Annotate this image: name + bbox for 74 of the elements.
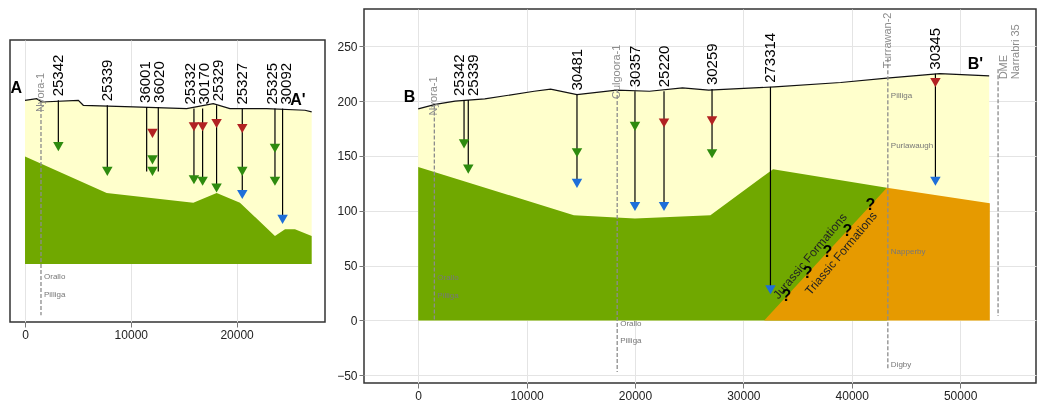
text: DME Narrabri 35 bbox=[997, 24, 1022, 80]
point bbox=[269, 143, 281, 153]
y-tick-label: −50 bbox=[337, 368, 358, 383]
point bbox=[102, 166, 113, 176]
point bbox=[237, 190, 248, 200]
point bbox=[629, 121, 641, 131]
text: Culgoora-1 bbox=[610, 44, 623, 100]
point bbox=[706, 116, 718, 126]
text: 25327 bbox=[233, 62, 251, 105]
point bbox=[211, 118, 222, 129]
text: 30481 bbox=[567, 48, 585, 91]
annotation: B' bbox=[967, 54, 984, 72]
annotation: Digby bbox=[890, 360, 912, 370]
annotation: B bbox=[403, 87, 416, 105]
point bbox=[571, 148, 583, 158]
point bbox=[211, 183, 222, 193]
point bbox=[147, 155, 158, 165]
text: 273314 bbox=[761, 32, 779, 83]
point bbox=[197, 122, 208, 132]
annotation: Pilliga bbox=[620, 336, 643, 346]
text: 30259 bbox=[703, 43, 721, 86]
annotation: Pilliga bbox=[890, 90, 913, 100]
y-tick-label: 50 bbox=[344, 259, 358, 274]
x-tick-label: 10000 bbox=[114, 327, 149, 342]
point bbox=[658, 201, 670, 211]
text: 25220 bbox=[655, 45, 673, 88]
x-tick-label: 30000 bbox=[727, 388, 761, 403]
point bbox=[930, 77, 941, 88]
annotation: A' bbox=[290, 90, 306, 108]
text: Nyora-1 bbox=[427, 76, 440, 116]
annotation: Purlawaugh bbox=[890, 141, 934, 151]
x-tick-label: 0 bbox=[22, 327, 30, 342]
text: 30345 bbox=[926, 27, 944, 70]
x-tick-label: 50000 bbox=[943, 388, 978, 403]
point bbox=[237, 123, 248, 133]
x-tick-label: 20000 bbox=[618, 388, 653, 403]
point bbox=[571, 178, 583, 188]
x-tick-label: 0 bbox=[415, 388, 423, 403]
point bbox=[53, 142, 64, 152]
text: Nyora-1 bbox=[33, 72, 46, 112]
annotation: Orallo bbox=[437, 272, 460, 282]
point bbox=[188, 175, 200, 185]
text: 25325 bbox=[262, 62, 280, 105]
point bbox=[658, 118, 670, 128]
point bbox=[930, 176, 941, 186]
annotation: ? bbox=[865, 196, 876, 214]
y-tick-label: 150 bbox=[337, 149, 358, 164]
annotation: Orallo bbox=[620, 318, 643, 328]
point bbox=[237, 166, 248, 176]
y-tick-label: 100 bbox=[337, 204, 358, 219]
text: 25342 bbox=[49, 54, 67, 97]
point bbox=[269, 176, 281, 186]
point bbox=[147, 166, 158, 176]
x-tick-label: 20000 bbox=[220, 327, 255, 342]
point bbox=[458, 139, 470, 149]
y-tick-label: 200 bbox=[337, 94, 358, 109]
y-tick-label: 250 bbox=[337, 39, 358, 54]
y-tick-label: 0 bbox=[350, 313, 358, 328]
point bbox=[147, 128, 158, 138]
annotation: Pilliga bbox=[43, 290, 66, 300]
annotation: Pilliga bbox=[437, 291, 460, 301]
x-tick-label: 40000 bbox=[835, 388, 870, 403]
point bbox=[188, 122, 200, 132]
annotation: Napperby bbox=[890, 247, 926, 257]
text: 25339 bbox=[98, 59, 116, 102]
annotation: Orallo bbox=[43, 272, 66, 282]
point bbox=[706, 149, 718, 159]
text: Turrawan-2 bbox=[880, 12, 893, 69]
point bbox=[277, 214, 288, 224]
x-tick-label: 10000 bbox=[510, 388, 545, 403]
point bbox=[629, 201, 641, 211]
text: A bbox=[10, 79, 23, 97]
text: 30357 bbox=[625, 45, 643, 88]
point bbox=[197, 176, 208, 186]
